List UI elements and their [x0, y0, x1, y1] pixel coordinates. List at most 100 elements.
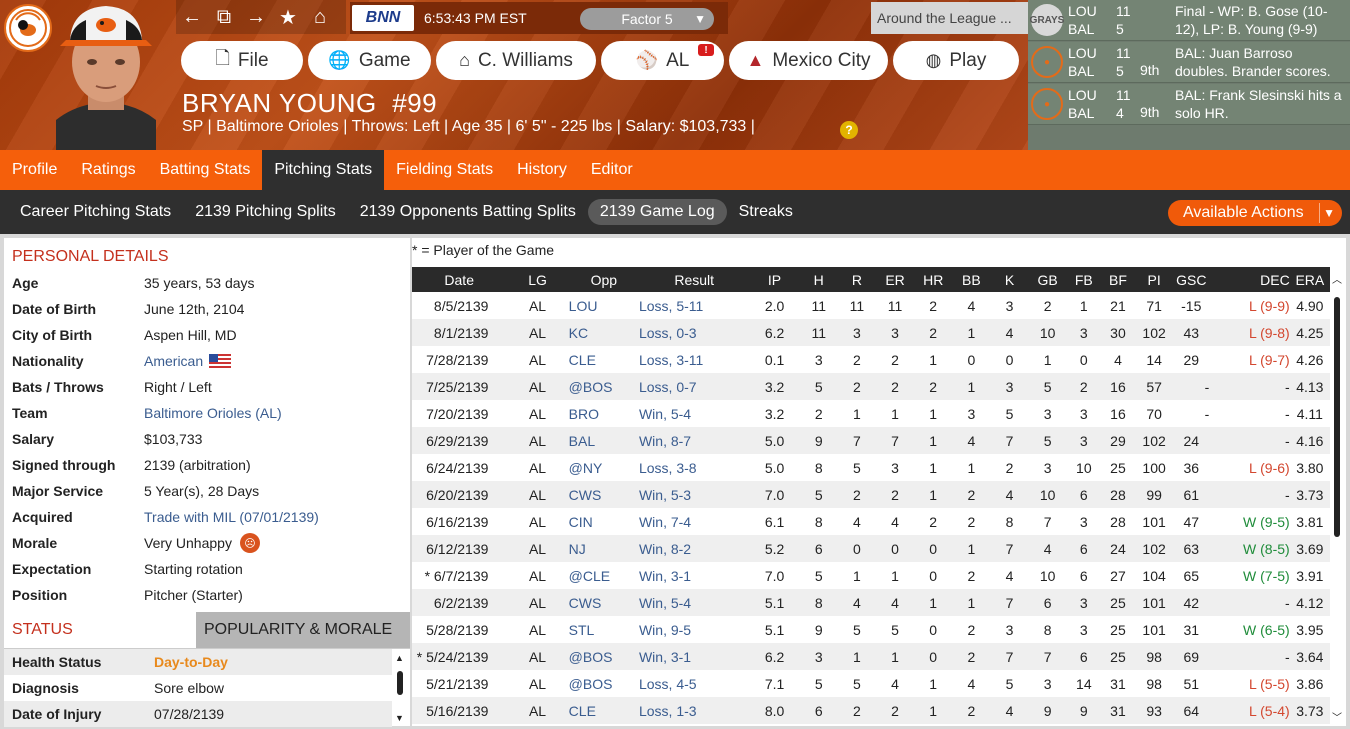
scroll-thumb[interactable]: [1334, 297, 1340, 537]
result-link[interactable]: Win, 7-4: [638, 513, 692, 530]
opponent-link[interactable]: LOU: [568, 297, 598, 314]
tab-game-log[interactable]: 2139 Game Log: [587, 199, 727, 225]
result-link[interactable]: Win, 5-3: [638, 481, 750, 508]
home-icon[interactable]: ⌂: [313, 5, 327, 28]
result-link[interactable]: Loss, 1-3: [638, 697, 750, 724]
result-link[interactable]: Loss, 0-7: [638, 373, 750, 400]
result-link[interactable]: Win, 3-1: [638, 567, 692, 584]
score-item[interactable]: ● LOU BAL 11 4 9th BAL: Frank Slesinski hi…: [1028, 84, 1350, 125]
tab-popularity-morale[interactable]: POPULARITY & MORALE: [196, 612, 410, 648]
tab-streaks[interactable]: Streaks: [738, 203, 793, 220]
tab-editor[interactable]: Editor: [590, 161, 633, 178]
opponent-link[interactable]: NJ: [568, 535, 639, 562]
column-header[interactable]: FB: [1066, 267, 1101, 292]
table-row[interactable]: 5/28/2139 AL STL Win, 9-5 5.1 9 5 5 0 2 3 8 3 25 101 31…: [412, 616, 1330, 643]
detail-value-link[interactable]: American: [144, 353, 232, 369]
table-row[interactable]: 7/25/2139 AL @BOS Loss, 0-7 3.2 5 2 2 2 1 3 5 2 16 57-…: [412, 373, 1330, 400]
result-link[interactable]: Loss, 0-3: [638, 319, 750, 346]
tab-career-pitching-stats[interactable]: Career Pitching Stats: [20, 203, 172, 220]
opponent-link[interactable]: @BOS: [568, 675, 613, 692]
bnn-logo[interactable]: BNN: [352, 5, 414, 31]
team-button[interactable]: ▲ Mexico City: [729, 41, 888, 80]
factor-select[interactable]: Factor 5 ▼: [580, 8, 714, 30]
column-header[interactable]: DEC: [1209, 267, 1290, 292]
team-link[interactable]: Baltimore Orioles (AL): [144, 405, 282, 421]
column-header[interactable]: HR: [914, 267, 953, 292]
status-scrollbar[interactable]: ▲ ▼: [394, 653, 406, 723]
result-link[interactable]: Loss, 3-8: [638, 459, 697, 476]
play-button[interactable]: ◍ Play: [893, 41, 1019, 80]
score-item[interactable]: ● LOU BAL 11 5 9th BAL: Juan Barroso doubl…: [1028, 42, 1350, 83]
column-header[interactable]: IP: [749, 267, 800, 292]
result-link[interactable]: Win, 8-7: [638, 427, 750, 454]
table-row[interactable]: 6/20/2139 AL CWS Win, 5-3 7.0 5 2 2 1 2 4 10 6 28 99 61…: [412, 481, 1330, 508]
opponent-link[interactable]: CIN: [568, 513, 593, 530]
opponent-link[interactable]: @CLE: [568, 567, 611, 584]
tab-history[interactable]: History: [517, 161, 567, 178]
opponent-link[interactable]: STL: [568, 621, 595, 638]
result-link[interactable]: Win, 5-4: [638, 589, 750, 616]
opponent-link[interactable]: CWS: [568, 589, 639, 616]
game-log-scrollbar[interactable]: ︿ ﹀: [1330, 267, 1344, 726]
table-row[interactable]: 7/20/2139 AL BRO Win, 5-4 3.2 2 1 1 1 3 5 3 3 16 70- -4…: [412, 400, 1330, 427]
scroll-down-icon[interactable]: ▼: [395, 713, 404, 723]
table-row[interactable]: * 5/24/2139 AL @BOS Win, 3-1 6.2 3 1 1 0 2 7 7 6 25 98…: [412, 643, 1330, 670]
opponent-link[interactable]: BAL: [568, 427, 639, 454]
back-arrow-icon[interactable]: ←: [182, 5, 202, 28]
tab-pitching-splits[interactable]: 2139 Pitching Splits: [195, 203, 336, 220]
result-link[interactable]: Win, 8-2: [638, 535, 750, 562]
game-button[interactable]: 🌐 Game: [308, 41, 431, 80]
result-link[interactable]: Win, 3-1: [638, 643, 750, 670]
opponent-link[interactable]: KC: [568, 319, 639, 346]
column-header[interactable]: Opp: [568, 267, 639, 292]
forward-arrow-icon[interactable]: →: [246, 5, 266, 28]
scroll-thumb[interactable]: [397, 671, 403, 695]
opponent-link[interactable]: @BOS: [568, 373, 639, 400]
column-header[interactable]: ERA: [1289, 267, 1330, 292]
table-row[interactable]: 8/1/2139 AL KC Loss, 0-3 6.2 11 3 3 2 1 4 10 3 30 102 4…: [412, 319, 1330, 346]
table-row[interactable]: 6/29/2139 AL BAL Win, 8-7 5.0 9 7 7 1 4 7 5 3 29 102 24…: [412, 427, 1330, 454]
tab-status[interactable]: STATUS: [4, 612, 196, 648]
tab-pitching-stats[interactable]: Pitching Stats: [262, 150, 385, 190]
table-row[interactable]: * 6/7/2139 AL @CLE Win, 3-1 7.0 5 1 1 0 2 4 10 6 27 10…: [412, 562, 1330, 589]
opponent-link[interactable]: CLE: [568, 351, 596, 368]
result-link[interactable]: Loss, 5-11: [638, 297, 704, 314]
copy-icon[interactable]: ⧉: [216, 5, 232, 28]
tab-batting-stats[interactable]: Batting Stats: [159, 161, 251, 178]
table-row[interactable]: 8/5/2139 AL LOU Loss, 5-11 2.0 11 11 11 2 4 3 2 1 21 7…: [412, 292, 1330, 319]
help-icon[interactable]: ?: [840, 121, 858, 139]
table-row[interactable]: 6/2/2139 AL CWS Win, 5-4 5.1 8 4 4 1 1 7 6 3 25 101 42-…: [412, 589, 1330, 616]
result-link[interactable]: Loss, 3-11: [638, 351, 704, 368]
tab-ratings[interactable]: Ratings: [81, 161, 136, 178]
column-header[interactable]: LG: [506, 267, 569, 292]
table-row[interactable]: 7/28/2139 AL CLE Loss, 3-11 0.1 3 2 2 1 0 0 1 0 4 14 29…: [412, 346, 1330, 373]
score-item[interactable]: GRAYS LOU BAL 11 5 Final - WP: B. Gose (10…: [1028, 0, 1350, 41]
column-header[interactable]: GSC: [1173, 267, 1210, 292]
column-header[interactable]: GB: [1028, 267, 1067, 292]
table-row[interactable]: 5/16/2139 AL CLE Loss, 1-3 8.0 6 2 2 1 2 4 9 9 31 93 64…: [412, 697, 1330, 724]
result-link[interactable]: Win, 9-5: [638, 621, 692, 638]
opponent-link[interactable]: CLE: [568, 697, 639, 724]
available-actions-button[interactable]: Available Actions ▼: [1168, 200, 1342, 226]
around-the-league[interactable]: Around the League ...: [871, 2, 1028, 34]
opponent-link[interactable]: BRO: [568, 405, 600, 422]
column-header[interactable]: ER: [875, 267, 915, 292]
table-row[interactable]: 6/12/2139 AL NJ Win, 8-2 5.2 6 0 0 0 1 7 4 6 24 102 63 W…: [412, 535, 1330, 562]
league-button[interactable]: ⚾ AL !: [601, 41, 724, 80]
column-header[interactable]: R: [837, 267, 876, 292]
result-link[interactable]: Loss, 4-5: [638, 675, 697, 692]
column-header[interactable]: PI: [1135, 267, 1174, 292]
table-row[interactable]: 5/21/2139 AL @BOS Loss, 4-5 7.1 5 5 4 1 4 5 3 14 31 98…: [412, 670, 1330, 697]
tab-profile[interactable]: Profile: [12, 161, 58, 178]
tab-fielding-stats[interactable]: Fielding Stats: [396, 161, 494, 178]
table-row[interactable]: 6/16/2139 AL CIN Win, 7-4 6.1 8 4 4 2 2 8 7 3 28 101 47…: [412, 508, 1330, 535]
acquired-link[interactable]: Trade with MIL (07/01/2139): [144, 509, 319, 525]
manager-button[interactable]: ⌂ C. Williams: [436, 41, 596, 80]
column-header[interactable]: BB: [952, 267, 991, 292]
opponent-link[interactable]: @NY: [568, 459, 603, 476]
scroll-up-icon[interactable]: ▲: [395, 653, 404, 663]
opponent-link[interactable]: @BOS: [568, 643, 639, 670]
scroll-down-icon[interactable]: ﹀: [1332, 713, 1342, 724]
tab-opponents-batting-splits[interactable]: 2139 Opponents Batting Splits: [359, 203, 576, 220]
column-header[interactable]: Date: [412, 267, 507, 292]
